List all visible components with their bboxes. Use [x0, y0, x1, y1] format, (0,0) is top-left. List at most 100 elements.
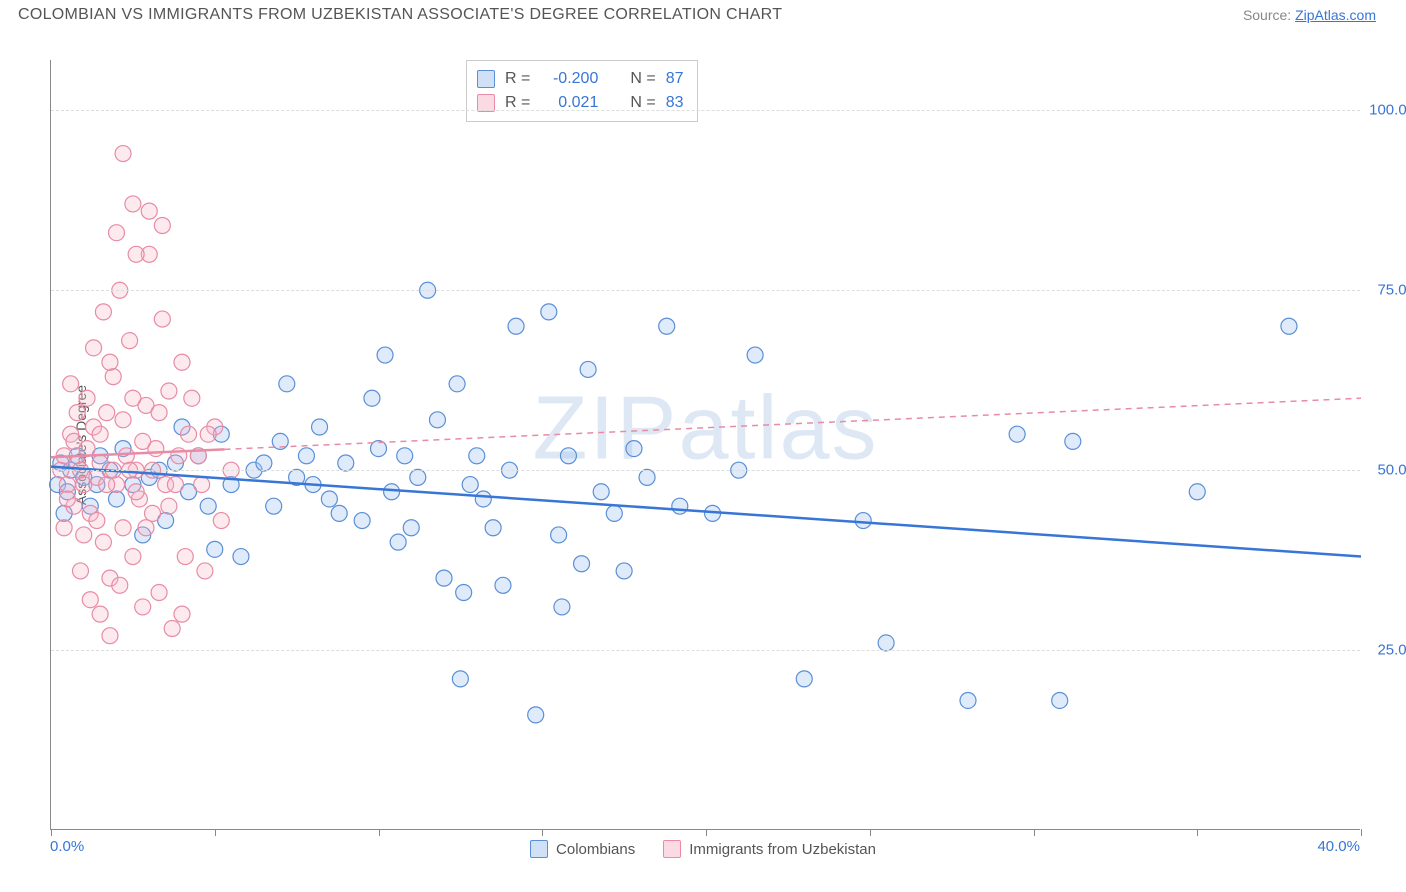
data-point — [154, 218, 170, 234]
data-point — [364, 390, 380, 406]
y-tick-label: 100.0% — [1369, 102, 1406, 119]
gridline — [51, 650, 1360, 651]
data-point — [574, 556, 590, 572]
data-point — [125, 390, 141, 406]
data-point — [200, 426, 216, 442]
data-point — [449, 376, 465, 392]
data-point — [593, 484, 609, 500]
x-tick — [542, 829, 543, 836]
data-point — [384, 484, 400, 500]
data-point — [63, 376, 79, 392]
data-point — [1009, 426, 1025, 442]
data-point — [436, 570, 452, 586]
x-tick — [706, 829, 707, 836]
x-tick — [870, 829, 871, 836]
data-point — [331, 505, 347, 521]
data-point — [475, 491, 491, 507]
data-point — [354, 513, 370, 529]
data-point — [1281, 318, 1297, 334]
data-point — [138, 520, 154, 536]
data-point — [580, 361, 596, 377]
data-point — [95, 534, 111, 550]
data-point — [174, 354, 190, 370]
data-point — [233, 549, 249, 565]
data-point — [76, 527, 92, 543]
data-point — [197, 563, 213, 579]
data-point — [403, 520, 419, 536]
data-point — [659, 318, 675, 334]
data-point — [462, 477, 478, 493]
data-point — [66, 433, 82, 449]
data-point — [177, 549, 193, 565]
data-point — [606, 505, 622, 521]
data-point — [181, 426, 197, 442]
data-point — [72, 563, 88, 579]
data-point — [397, 448, 413, 464]
data-point — [118, 448, 134, 464]
data-point — [410, 469, 426, 485]
data-point — [960, 692, 976, 708]
data-point — [855, 513, 871, 529]
data-point — [377, 347, 393, 363]
bottom-legend: Colombians Immigrants from Uzbekistan — [0, 840, 1406, 858]
data-point — [125, 196, 141, 212]
legend-item-colombians: Colombians — [530, 840, 635, 858]
data-point — [298, 448, 314, 464]
data-point — [626, 441, 642, 457]
x-tick — [215, 829, 216, 836]
x-tick — [379, 829, 380, 836]
data-point — [485, 520, 501, 536]
data-point — [321, 491, 337, 507]
gridline — [51, 110, 1360, 111]
data-point — [279, 376, 295, 392]
data-point — [125, 549, 141, 565]
legend-label-1: Colombians — [556, 841, 635, 858]
data-point — [99, 477, 115, 493]
data-point — [154, 311, 170, 327]
chart-svg — [51, 60, 1361, 830]
data-point — [639, 469, 655, 485]
data-point — [135, 433, 151, 449]
gridline — [51, 290, 1360, 291]
data-point — [92, 426, 108, 442]
data-point — [390, 534, 406, 550]
source-link[interactable]: ZipAtlas.com — [1295, 7, 1376, 23]
plot-area: ZIPatlas R = -0.200 N = 87 R = 0.021 N =… — [50, 60, 1360, 830]
data-point — [105, 369, 121, 385]
data-point — [56, 520, 72, 536]
data-point — [554, 599, 570, 615]
data-point — [115, 146, 131, 162]
data-point — [82, 592, 98, 608]
data-point — [194, 477, 210, 493]
swatch-pink-icon — [663, 840, 681, 858]
x-tick — [1197, 829, 1198, 836]
x-tick — [51, 829, 52, 836]
data-point — [528, 707, 544, 723]
data-point — [560, 448, 576, 464]
data-point — [541, 304, 557, 320]
data-point — [508, 318, 524, 334]
data-point — [151, 405, 167, 421]
data-point — [452, 671, 468, 687]
data-point — [161, 383, 177, 399]
gridline — [51, 470, 1360, 471]
y-tick-label: 75.0% — [1377, 282, 1406, 299]
data-point — [256, 455, 272, 471]
swatch-blue-icon — [530, 840, 548, 858]
data-point — [115, 412, 131, 428]
chart-title: COLOMBIAN VS IMMIGRANTS FROM UZBEKISTAN … — [18, 6, 782, 24]
data-point — [616, 563, 632, 579]
data-point — [99, 405, 115, 421]
data-point — [109, 491, 125, 507]
data-point — [469, 448, 485, 464]
data-point — [338, 455, 354, 471]
data-point — [312, 419, 328, 435]
data-point — [495, 577, 511, 593]
data-point — [95, 304, 111, 320]
data-point — [102, 628, 118, 644]
regression-line — [51, 467, 1361, 557]
data-point — [128, 246, 144, 262]
data-point — [89, 513, 105, 529]
data-point — [86, 340, 102, 356]
data-point — [266, 498, 282, 514]
